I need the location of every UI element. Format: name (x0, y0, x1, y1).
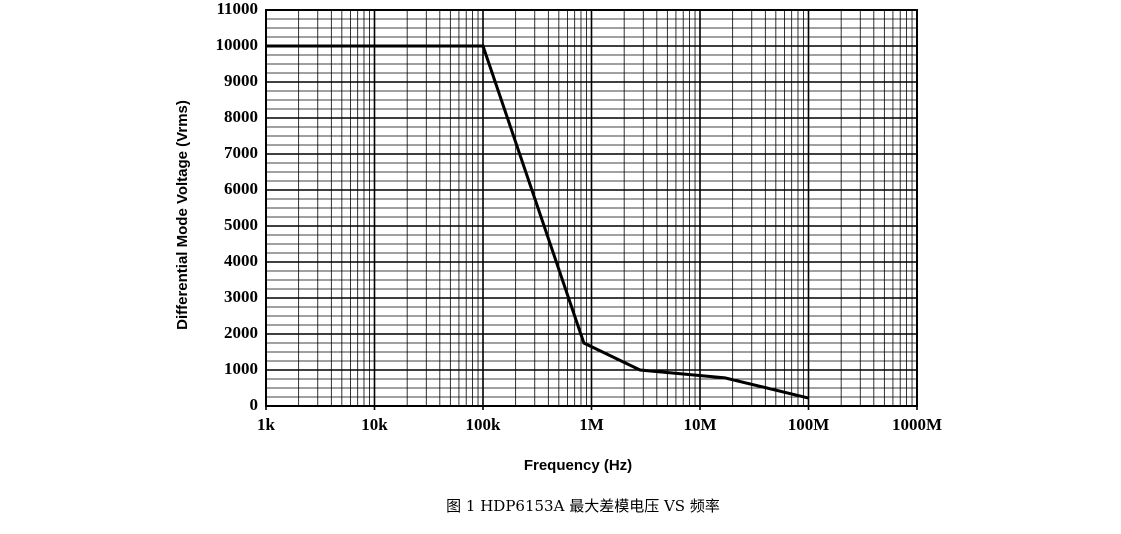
y-tick-label: 2000 (224, 323, 258, 342)
y-tick-label: 5000 (224, 215, 258, 234)
y-tick-label: 4000 (224, 251, 258, 270)
x-tick-label: 100M (788, 415, 830, 434)
x-tick-label: 1000M (892, 415, 942, 434)
x-tick-label: 10M (683, 415, 716, 434)
y-tick-label: 6000 (224, 179, 258, 198)
y-tick-label: 7000 (224, 143, 258, 162)
x-tick-label: 1M (579, 415, 604, 434)
y-tick-label: 9000 (224, 71, 258, 90)
caption: 图 1 HDP6153A 最大差模电压 VS 频率 (446, 497, 720, 515)
y-tick-label: 8000 (224, 107, 258, 126)
y-axis-title: Differential Mode Voltage (Vrms) (174, 100, 191, 330)
x-tick-label: 1k (257, 415, 276, 434)
y-tick-label: 11000 (216, 0, 258, 18)
y-tick-label: 0 (250, 395, 259, 414)
plot-frame (265, 9, 918, 407)
data-line (266, 44, 809, 400)
y-tick-label: 3000 (224, 287, 258, 306)
y-tick-label: 1000 (224, 359, 258, 378)
y-tick-label: 10000 (216, 35, 259, 54)
x-tick-label: 100k (466, 415, 502, 434)
x-tick-label: 10k (361, 415, 388, 434)
x-axis-title: Frequency (Hz) (524, 457, 632, 474)
